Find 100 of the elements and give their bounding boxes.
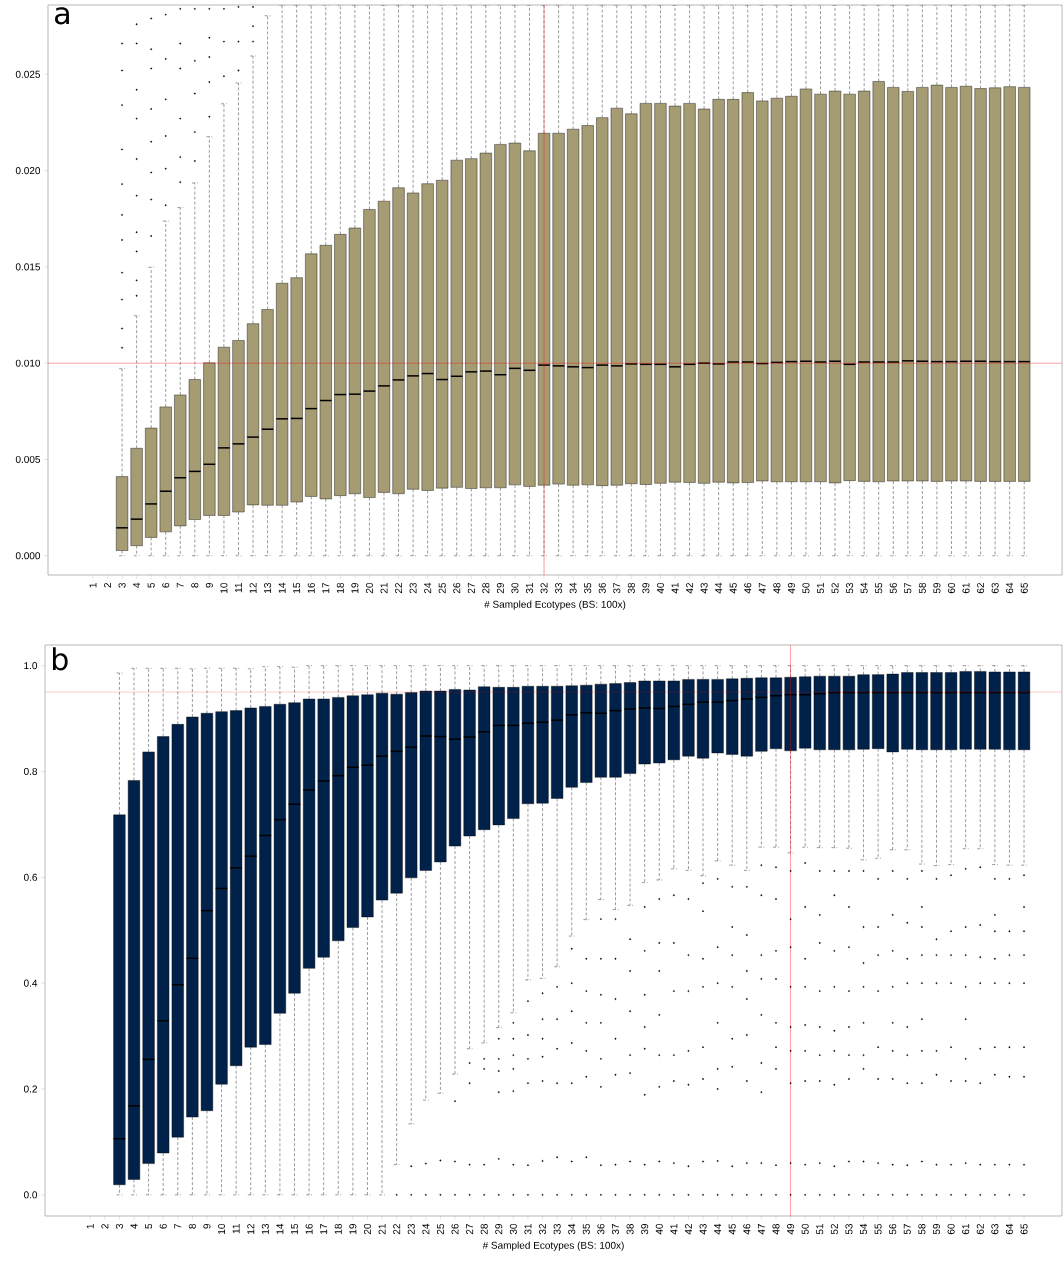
x-tick-label: 26 xyxy=(451,1223,459,1235)
x-tick-label: 32 xyxy=(539,1224,547,1235)
x-tick-label: 61 xyxy=(962,1224,970,1235)
y-tick-label: 0.0 xyxy=(23,1191,38,1199)
x-tick-label: 61 xyxy=(962,583,970,594)
x-tick-label: 47 xyxy=(758,583,766,594)
y-tick-label: 0.6 xyxy=(23,873,38,881)
x-tick-label: 23 xyxy=(409,582,417,594)
x-tick-label: 29 xyxy=(495,1224,503,1235)
x-tick-label: 2 xyxy=(101,1224,109,1229)
x-tick-label: 18 xyxy=(336,582,344,593)
x-tick-label: 9 xyxy=(205,582,213,588)
x-tick-label: 35 xyxy=(584,582,592,594)
x-tick-label: 34 xyxy=(569,582,577,594)
x-tick-label: 44 xyxy=(715,582,723,594)
x-tick-label: 37 xyxy=(611,1224,620,1235)
x-tick-label: 28 xyxy=(482,582,490,594)
x-tick-label: 20 xyxy=(365,582,373,594)
x-tick-label: 14 xyxy=(278,582,286,593)
x-tick-label: 22 xyxy=(393,1224,401,1235)
x-tick-label: 52 xyxy=(831,583,839,594)
x-tick-label: 19 xyxy=(351,582,359,593)
x-tick-label: 46 xyxy=(744,582,752,594)
chart-title: a xyxy=(55,7,69,25)
x-tick-label: 58 xyxy=(918,1223,926,1235)
x-tick-label: 30 xyxy=(509,1223,517,1235)
x-tick-label: 34 xyxy=(568,1223,576,1235)
x-tick-label: 57 xyxy=(904,583,912,594)
x-tick-label: 64 xyxy=(1005,1223,1013,1235)
x-tick-label: 60 xyxy=(947,1223,955,1235)
x-tick-label: 7 xyxy=(176,583,184,588)
x-tick-label: 51 xyxy=(817,583,824,594)
x-tick-label: 24 xyxy=(424,582,432,594)
y-tick-label: 0.000 xyxy=(15,552,41,560)
x-tick-label: 40 xyxy=(655,1223,663,1235)
y-tick-label: 0.005 xyxy=(15,455,41,463)
x-tick-label: 3 xyxy=(115,1223,123,1229)
y-tick-label: 0.025 xyxy=(15,70,41,78)
x-tick-label: 15 xyxy=(293,582,301,593)
x-tick-label: 48 xyxy=(772,1223,780,1235)
x-tick-label: 50 xyxy=(801,1223,809,1235)
x-tick-label: 4 xyxy=(133,582,141,588)
x-tick-label: 32 xyxy=(540,583,548,594)
x-tick-label: 36 xyxy=(597,1223,605,1235)
x-tick-label: 7 xyxy=(174,1224,182,1229)
x-tick-label: 39 xyxy=(641,1224,649,1235)
x-tick-label: 44 xyxy=(714,1223,722,1235)
x-tick-label: 41 xyxy=(670,1224,678,1235)
y-tick-label: 0.2 xyxy=(23,1085,37,1093)
x-tick-label: 23 xyxy=(407,1223,415,1235)
x-tick-label: 21 xyxy=(378,1224,386,1235)
x-tick-label: 36 xyxy=(598,582,606,594)
x-tick-label: 27 xyxy=(466,1224,474,1235)
x-tick-label: 2 xyxy=(104,583,112,588)
x-axis-title: # Sampled Ecotypes (BS: 100x) xyxy=(482,1241,624,1251)
x-tick-label: 15 xyxy=(291,1223,298,1234)
x-tick-label: 21 xyxy=(380,583,388,594)
x-tick-label: 6 xyxy=(159,1223,167,1229)
x-tick-label: 52 xyxy=(830,1224,838,1235)
x-tick-label: 49 xyxy=(787,1224,795,1235)
x-tick-label: 8 xyxy=(188,1223,196,1229)
x-tick-label: 56 xyxy=(889,582,897,594)
x-tick-label: 6 xyxy=(162,582,170,588)
x-tick-label: 24 xyxy=(422,1223,430,1235)
x-tick-label: 47 xyxy=(757,1224,765,1235)
x-tick-label: 59 xyxy=(933,582,941,594)
x-axis-title: # Sampled Ecotypes (BS: 100x) xyxy=(484,600,626,610)
x-tick-label: 38 xyxy=(626,1223,634,1235)
y-tick-label: 0.020 xyxy=(15,167,41,175)
x-tick-label: 63 xyxy=(991,582,999,594)
x-tick-label: 20 xyxy=(363,1223,371,1235)
x-tick-label: 65 xyxy=(1020,1223,1028,1235)
y-tick-label: 0.4 xyxy=(23,979,38,987)
x-tick-label: 17 xyxy=(322,583,330,593)
x-tick-label: 8 xyxy=(191,582,199,588)
x-tick-label: 54 xyxy=(860,1223,868,1235)
x-tick-label: 56 xyxy=(889,1223,897,1235)
x-tick-label: 60 xyxy=(947,582,956,594)
x-tick-label: 27 xyxy=(467,583,475,594)
x-tick-label: 33 xyxy=(555,582,563,594)
x-tick-label: 38 xyxy=(627,582,635,594)
x-tick-label: 62 xyxy=(977,583,985,594)
x-tick-label: 64 xyxy=(1006,582,1014,594)
x-tick-label: 37 xyxy=(613,583,621,594)
y-tick-label: 1.0 xyxy=(24,662,38,670)
x-tick-label: 13 xyxy=(261,1223,269,1234)
x-tick-label: 45 xyxy=(728,1223,736,1235)
x-tick-label: 51 xyxy=(816,1224,824,1235)
x-tick-label: 11 xyxy=(232,1224,240,1234)
x-tick-label: 29 xyxy=(496,582,504,594)
x-tick-label: 4 xyxy=(130,1223,138,1229)
x-tick-label: 1 xyxy=(89,583,97,588)
x-tick-label: 43 xyxy=(699,1223,707,1235)
x-tick-label: 39 xyxy=(642,582,650,594)
x-tick-label: 49 xyxy=(787,582,795,594)
x-tick-label: 58 xyxy=(918,582,926,594)
x-tick-label: 16 xyxy=(307,582,315,593)
x-tick-label: 63 xyxy=(991,1223,999,1235)
x-tick-label: 13 xyxy=(264,582,272,593)
x-tick-label: 10 xyxy=(218,1223,226,1234)
